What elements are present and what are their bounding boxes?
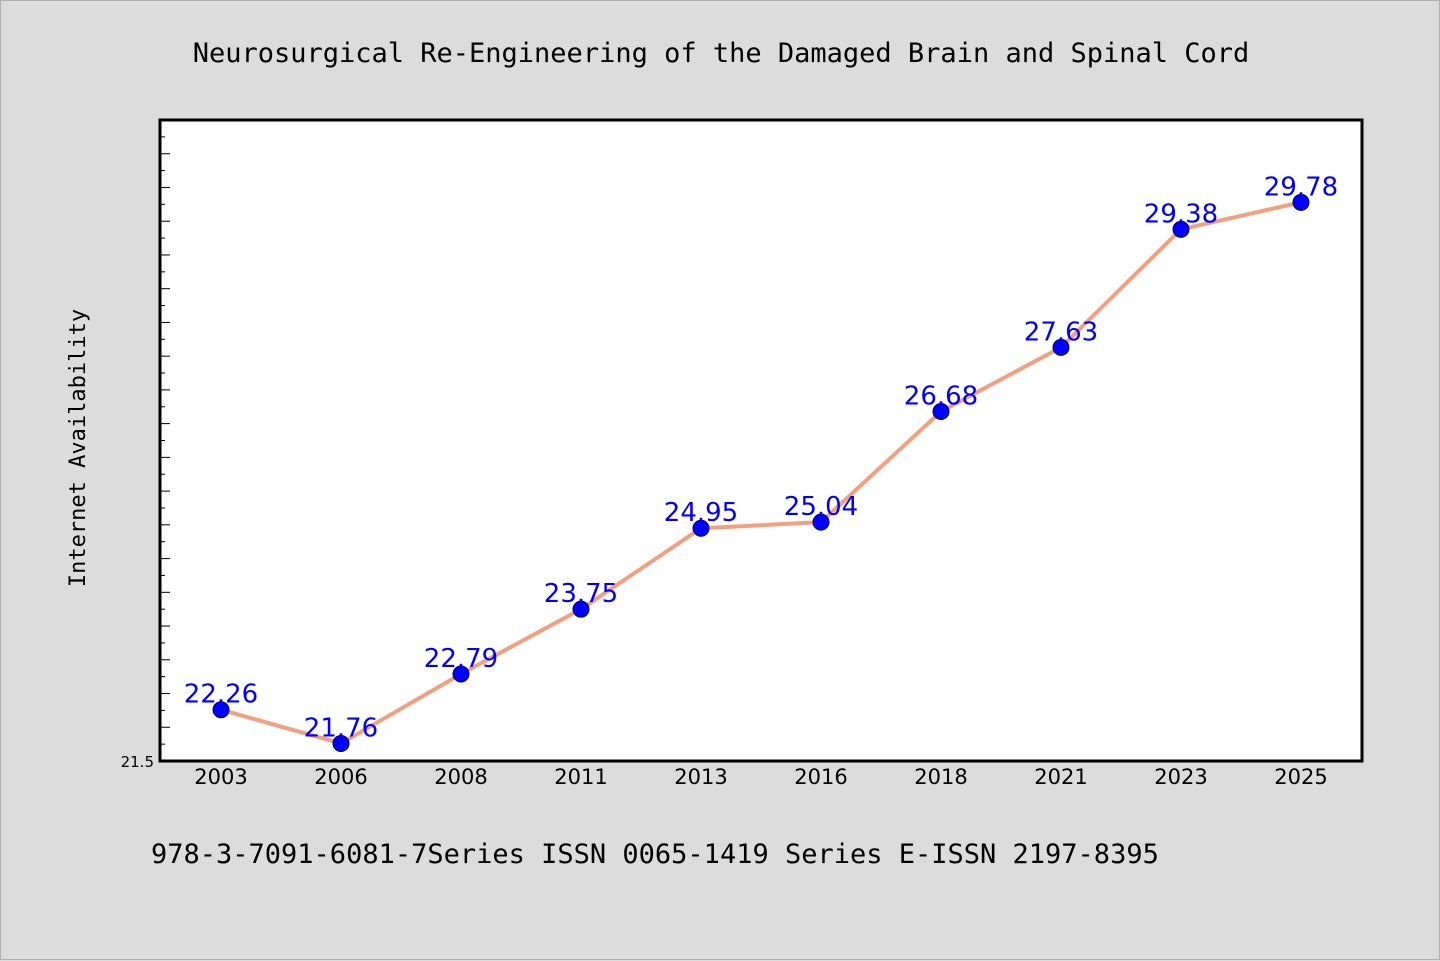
chart-title: Neurosurgical Re-Engineering of the Dama…	[193, 38, 1250, 69]
x-tick-label: 2013	[674, 765, 727, 789]
x-tick-label: 2021	[1034, 765, 1087, 789]
x-tick-label: 2016	[794, 765, 847, 789]
series-line	[220, 200, 1302, 746]
x-tick-label: 2025	[1274, 765, 1327, 789]
data-point-label: 21.76	[304, 713, 378, 743]
data-point-marker	[452, 665, 470, 683]
data-point-marker	[1292, 193, 1310, 211]
data-point-marker	[932, 402, 950, 420]
data-point-marker	[332, 734, 350, 752]
data-point-label: 29.38	[1144, 199, 1218, 229]
x-tick-label: 2018	[914, 765, 967, 789]
footer-isbn-text: 978-3-7091-6081-7Series ISSN 0065-1419 S…	[151, 839, 1159, 870]
data-point-label: 26.68	[904, 381, 978, 411]
plot-area	[160, 120, 1362, 761]
data-point-label: 27.63	[1024, 317, 1098, 347]
data-point-marker	[692, 519, 710, 537]
data-point-marker	[812, 513, 830, 531]
y-axis-label: Internet Availability	[66, 309, 91, 587]
plot-border	[158, 118, 1364, 763]
y-axis-ticks	[160, 119, 170, 762]
x-axis-tick-labels: 2003 2006 2008 2011 2013 2016 2018 2021 2023 2025	[194, 765, 1327, 789]
y-tick-label: 21.5	[121, 753, 154, 771]
data-point-marker	[572, 600, 590, 618]
data-point-marker	[1172, 220, 1190, 238]
x-tick-label: 2011	[554, 765, 607, 789]
data-point-label: 29.78	[1264, 172, 1338, 202]
x-tick-label: 2006	[314, 765, 367, 789]
data-point-marker	[1052, 338, 1070, 356]
x-tick-label: 2008	[434, 765, 487, 789]
x-tick-label: 2003	[194, 765, 247, 789]
data-point-label: 25.04	[784, 492, 858, 522]
data-point-label: 24.95	[664, 498, 738, 528]
data-point-label: 22.79	[424, 644, 498, 674]
data-point-marker	[212, 701, 230, 719]
data-point-label: 23.75	[544, 579, 618, 609]
x-tick-label: 2023	[1154, 765, 1207, 789]
data-labels: 22.26 21.76 22.79 23.75 24.95 25.04 26.68 27.63…	[184, 172, 1338, 743]
series-markers	[212, 193, 1310, 752]
data-point-label: 22.26	[184, 680, 258, 710]
